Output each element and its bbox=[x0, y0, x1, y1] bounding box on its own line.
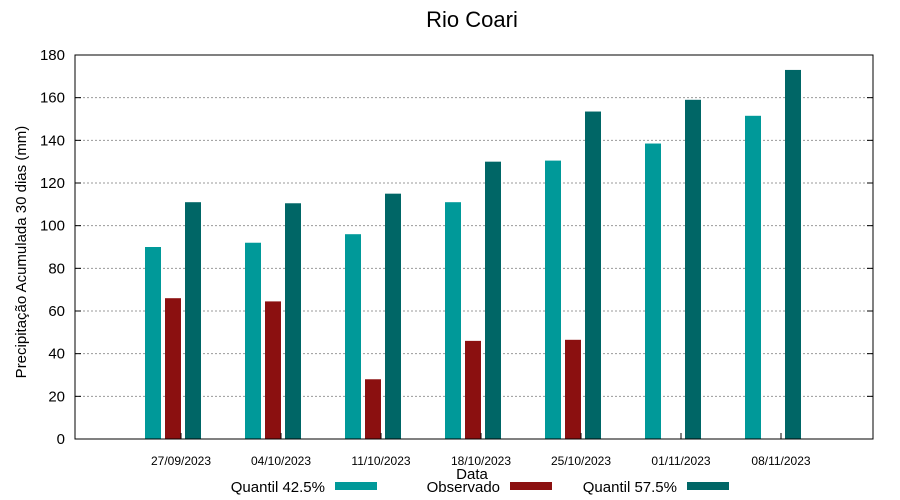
legend-swatch bbox=[335, 482, 377, 490]
bar-quantil-42-5- bbox=[545, 160, 561, 439]
bar-quantil-42-5- bbox=[645, 143, 661, 440]
bar-quantil-57-5- bbox=[785, 69, 801, 439]
legend-label: Observado bbox=[427, 479, 500, 496]
bar-quantil-57-5- bbox=[185, 202, 201, 439]
bar-observado bbox=[365, 379, 381, 439]
bar-observado bbox=[165, 298, 181, 439]
y-axis-label: Precipitação Acumulada 30 dias (mm) bbox=[13, 126, 30, 379]
y-tick-label: 100 bbox=[40, 218, 65, 235]
bar-quantil-57-5- bbox=[385, 193, 401, 439]
bar-quantil-57-5- bbox=[585, 111, 601, 440]
bar-quantil-42-5- bbox=[445, 202, 461, 439]
bar-observado bbox=[465, 340, 481, 439]
y-tick-label: 160 bbox=[40, 90, 65, 107]
plot-frame bbox=[74, 54, 874, 440]
chart-title: Rio Coari bbox=[426, 7, 518, 32]
y-axis-ticks: 0 20 40 60 80 100 120 140 160 180 bbox=[40, 47, 873, 448]
bar-quantil-42-5- bbox=[145, 247, 161, 439]
legend-swatch bbox=[687, 482, 729, 490]
y-tick-label: 140 bbox=[40, 132, 65, 149]
legend-label: Quantil 42.5% bbox=[231, 479, 325, 496]
x-tick-label: 08/11/2023 bbox=[751, 454, 810, 468]
y-tick-label: 80 bbox=[48, 260, 65, 277]
bar-quantil-42-5- bbox=[345, 234, 361, 439]
x-tick-label: 27/09/2023 bbox=[151, 454, 211, 468]
bar-observado bbox=[265, 301, 281, 439]
x-tick-label: 04/10/2023 bbox=[251, 454, 311, 468]
legend-swatch bbox=[510, 482, 552, 490]
y-tick-label: 120 bbox=[40, 175, 65, 192]
bar-quantil-57-5- bbox=[685, 99, 701, 440]
legend: Quantil 42.5% Observado Quantil 57.5% bbox=[231, 479, 729, 496]
bar-observado bbox=[565, 339, 581, 439]
bar-quantil-57-5- bbox=[285, 203, 301, 439]
y-tick-label: 0 bbox=[57, 431, 65, 448]
bar-quantil-57-5- bbox=[485, 161, 501, 439]
y-tick-label: 40 bbox=[48, 346, 65, 363]
x-tick-label: 18/10/2023 bbox=[451, 454, 511, 468]
x-tick-label: 11/10/2023 bbox=[351, 454, 410, 468]
x-axis-label: Data bbox=[456, 466, 488, 483]
x-tick-label: 01/11/2023 bbox=[651, 454, 710, 468]
y-tick-label: 180 bbox=[40, 47, 65, 64]
y-tick-label: 20 bbox=[48, 388, 65, 405]
legend-label: Quantil 57.5% bbox=[583, 479, 677, 496]
bars bbox=[145, 69, 801, 440]
gridlines bbox=[75, 97, 873, 397]
x-tick-label: 25/10/2023 bbox=[551, 454, 611, 468]
bar-quantil-42-5- bbox=[745, 115, 761, 440]
x-axis-ticks: 27/09/2023 04/10/2023 11/10/2023 18/10/2023… bbox=[151, 433, 811, 468]
bar-quantil-42-5- bbox=[245, 242, 261, 439]
y-tick-label: 60 bbox=[48, 303, 65, 320]
